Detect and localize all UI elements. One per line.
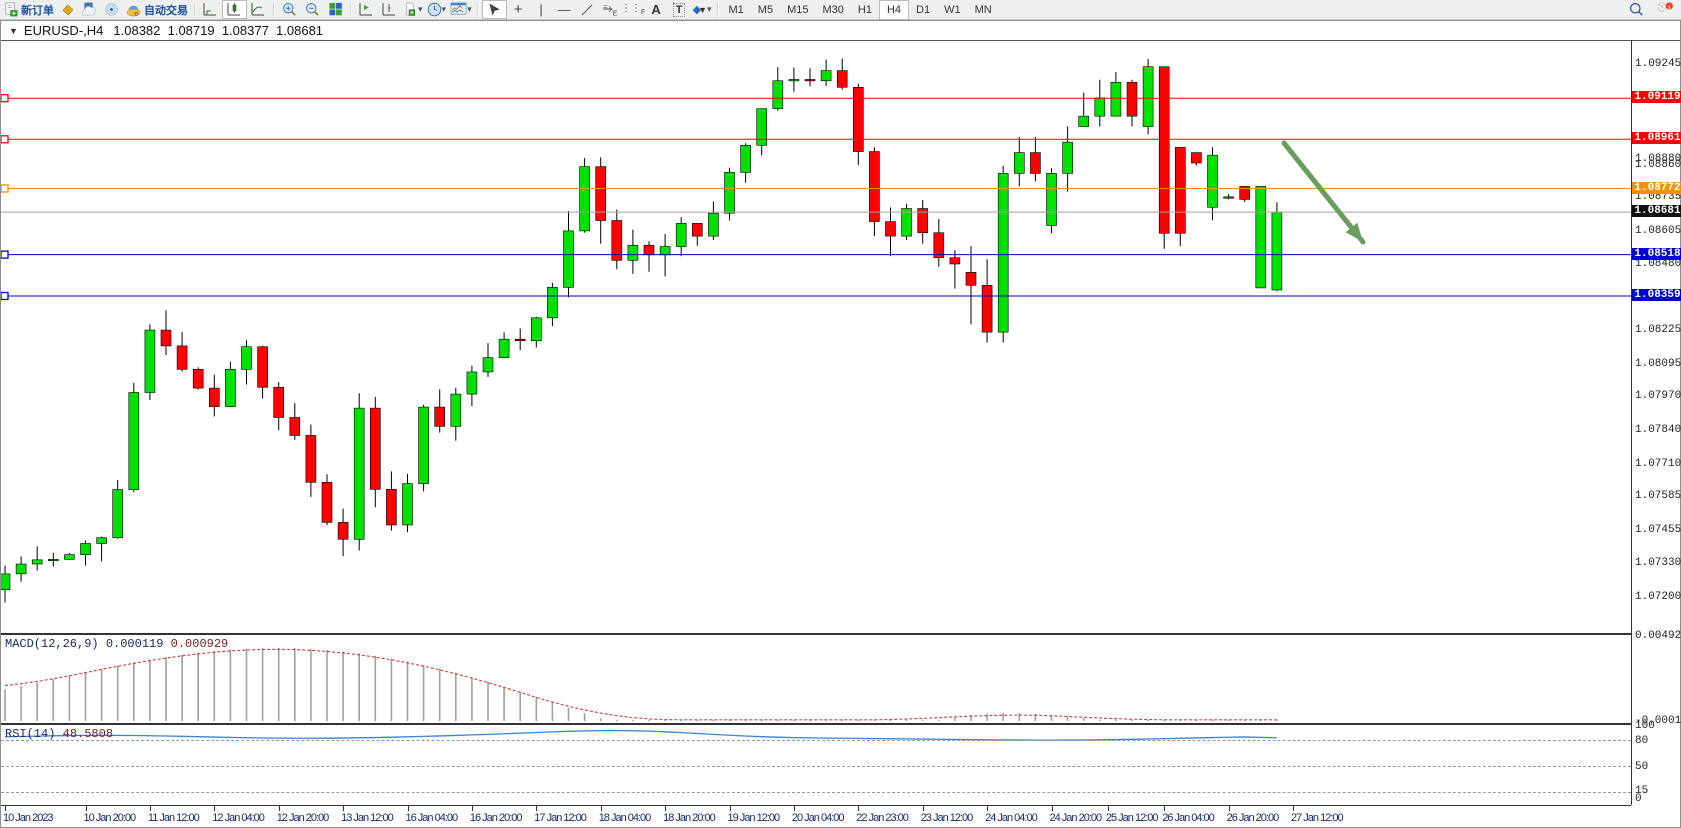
svg-text:1: 1	[1668, 4, 1671, 10]
